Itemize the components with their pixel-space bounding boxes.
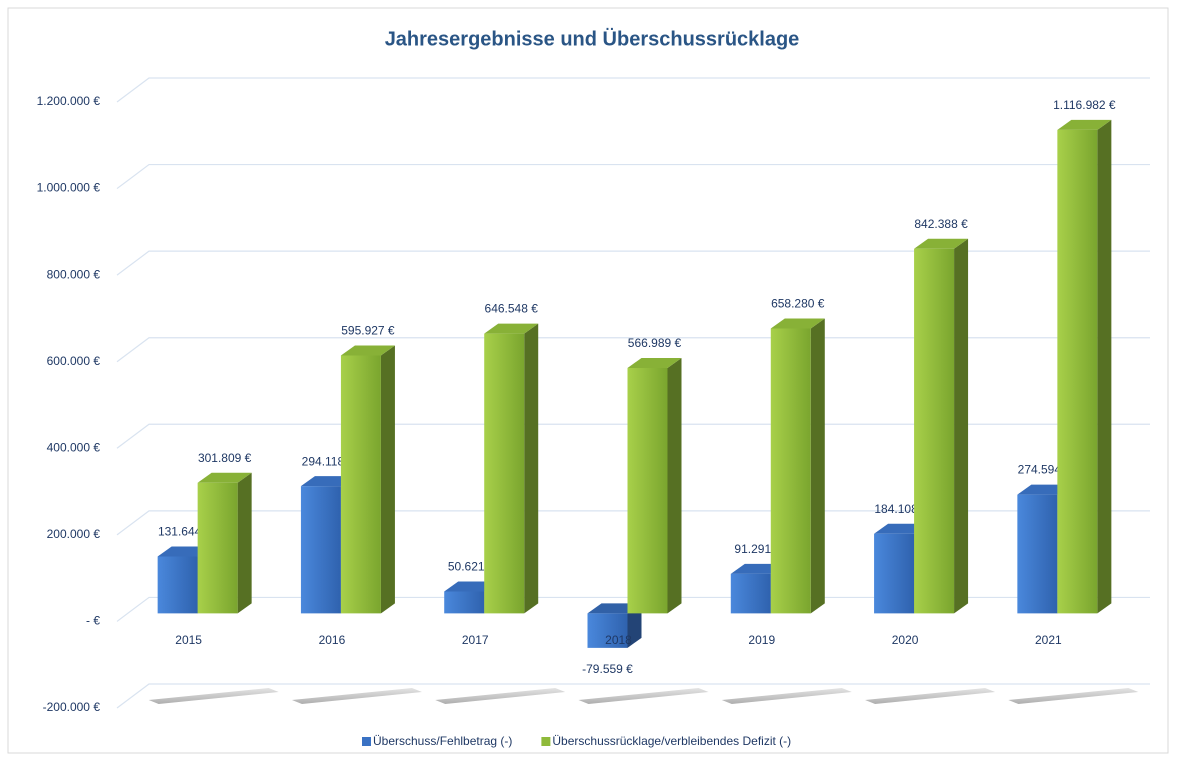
bar-face <box>1097 119 1112 614</box>
bar-face <box>627 603 642 648</box>
value-label: 842.388 € <box>914 217 968 231</box>
x-tick-label: 2017 <box>462 633 489 647</box>
bar-face <box>524 323 539 614</box>
floor-shadow <box>1008 688 1139 704</box>
value-label: 646.548 € <box>485 302 539 316</box>
x-tick-label: 2018 <box>605 633 632 647</box>
y-tick-label: -200.000 € <box>43 700 101 714</box>
grid-line <box>116 683 1150 709</box>
value-label: 658.280 € <box>771 297 825 311</box>
y-tick-label: 800.000 € <box>47 267 101 281</box>
bar-face <box>667 358 682 614</box>
value-label: 50.621 € <box>448 560 495 574</box>
bar-face <box>730 573 771 614</box>
grid-line <box>116 250 1150 276</box>
value-label: 595.927 € <box>341 324 395 338</box>
y-tick-label: 400.000 € <box>47 440 101 454</box>
legend-swatch <box>541 737 551 746</box>
legend-label: Überschussrücklage/verbleibendes Defizit… <box>552 734 791 748</box>
x-tick-label: 2020 <box>892 633 919 647</box>
bar-face <box>444 591 485 614</box>
bar-face <box>954 238 969 614</box>
bar-face <box>627 368 668 614</box>
bar <box>770 318 825 614</box>
bar <box>197 472 252 614</box>
bar-face <box>770 318 825 329</box>
value-label: 91.291 € <box>734 542 781 556</box>
bar-face <box>914 248 955 614</box>
x-tick-label: 2021 <box>1035 633 1062 647</box>
y-tick-label: 1.000.000 € <box>37 181 101 195</box>
floor-shadow <box>721 688 852 704</box>
x-tick-label: 2015 <box>175 633 202 647</box>
bar-face <box>300 486 341 614</box>
x-tick-label: 2019 <box>748 633 775 647</box>
value-label: -79.559 € <box>582 662 633 676</box>
bar-face <box>1057 129 1098 614</box>
x-tick-label: 2016 <box>319 633 346 647</box>
bar-face <box>380 345 395 614</box>
bar-face <box>1017 494 1058 614</box>
bar-face <box>197 472 252 483</box>
value-label: 566.989 € <box>628 336 682 350</box>
bar-face <box>340 355 381 614</box>
bar-face <box>1057 119 1112 130</box>
chart-title: Jahresergebnisse und Überschussrücklage <box>385 27 800 50</box>
bar-face <box>237 472 252 614</box>
y-tick-label: - € <box>86 614 100 628</box>
bar-face <box>340 345 395 356</box>
bar-face <box>770 328 811 614</box>
bar-face <box>197 482 238 614</box>
floor-shadow <box>148 688 279 704</box>
grid-line <box>116 77 1150 103</box>
bar-face <box>157 556 198 614</box>
bar-face <box>627 358 682 369</box>
y-tick-label: 200.000 € <box>47 527 101 541</box>
floor-shadow <box>291 688 422 704</box>
bar <box>627 358 682 614</box>
grid-line <box>116 163 1150 190</box>
bar <box>1057 119 1112 614</box>
bar-face <box>914 238 969 249</box>
bar-face <box>484 323 539 334</box>
value-label: 301.809 € <box>198 451 252 465</box>
floor-shadow <box>865 688 996 704</box>
bar <box>340 345 395 614</box>
legend-swatch <box>362 737 371 746</box>
bar <box>914 238 969 614</box>
bar-face <box>587 613 628 648</box>
y-tick-label: 1.200.000 € <box>37 94 101 108</box>
bar <box>484 323 539 614</box>
bar-face <box>810 318 825 614</box>
value-label: 1.116.982 € <box>1053 98 1116 112</box>
legend-label: Überschuss/Fehlbetrag (-) <box>373 734 512 748</box>
floor-shadow <box>578 688 709 704</box>
bar-face <box>484 333 525 614</box>
y-tick-label: 600.000 € <box>47 354 101 368</box>
floor-shadow <box>435 688 566 704</box>
bar-face <box>874 533 915 614</box>
